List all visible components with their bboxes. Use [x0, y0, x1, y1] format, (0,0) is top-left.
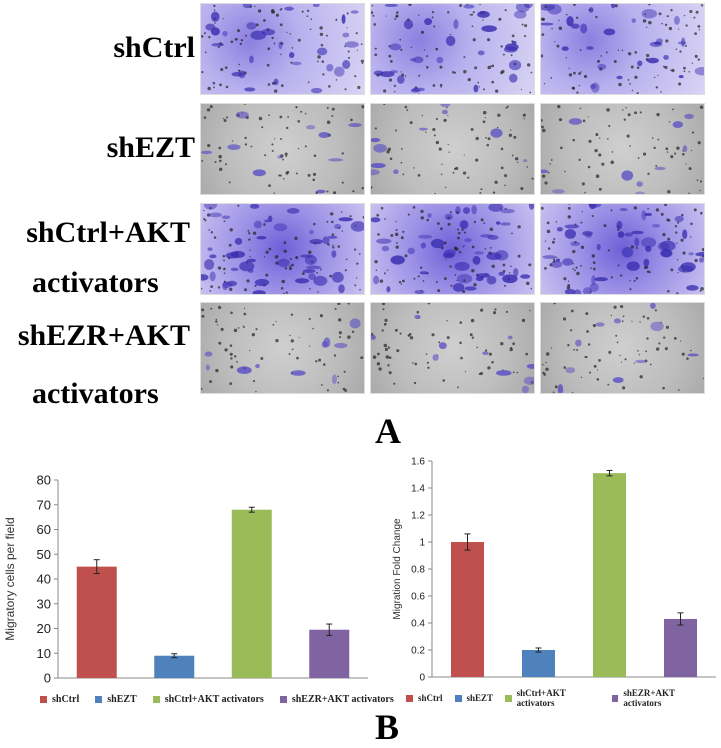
legend-label: shCtrl: [418, 693, 443, 703]
legend-item-1: shCtrl: [40, 694, 79, 705]
y-tick-label: 80: [37, 473, 51, 488]
legend-swatch: [152, 696, 160, 703]
legend-label: shEZT: [107, 694, 137, 705]
bar-3: [593, 473, 626, 677]
micrograph-r2-c2: [370, 103, 535, 195]
y-tick-label: 0.8: [411, 565, 425, 576]
y-tick-label: 10: [37, 646, 51, 661]
legend-label: shCtrl+AKT activators: [516, 688, 566, 708]
legend-label: shEZT: [466, 693, 494, 703]
micrograph-r1-c2: [370, 3, 535, 95]
y-tick-label: 60: [37, 522, 51, 537]
legend-swatch: [279, 696, 287, 703]
legend-right: shCtrl shEZT shCtrl+AKT activators shEZR+AK…: [406, 688, 721, 708]
legend-swatch: [611, 694, 619, 702]
micrograph-r3-c1: [200, 203, 365, 295]
bar-2: [154, 655, 195, 678]
legend-item-2: shEZT: [95, 694, 137, 705]
bar-3: [231, 509, 272, 678]
bar-2: [522, 650, 555, 677]
legend-swatch: [95, 696, 103, 703]
legend-item-4: shEZR+AKT activators: [611, 688, 709, 708]
chart-migration-fold-change-svg: 0 0.2 0.4 0.6 0.8 1 1.2 1.4 1.6 Migration Fold Ch…: [392, 457, 716, 684]
bar-4: [309, 629, 350, 678]
row-label-shctrl-akt: shCtrl+AKT activators: [26, 216, 190, 299]
legend-label: shEZR+AKT activators: [623, 688, 675, 708]
chart-migratory-cells: 0 10 20 30 40 50 60 70 80 Migratory cells per fie…: [0, 453, 378, 703]
y-tick-label: 1.2: [411, 511, 425, 522]
legend-left: shCtrl shEZT shCtrl+AKT activators shEZR+AK…: [40, 694, 410, 705]
row-label-shctrl: shCtrl: [113, 31, 195, 64]
y-tick-label: 1.4: [411, 484, 425, 495]
y-tick-label: 30: [37, 596, 51, 611]
legend-label: shCtrl: [52, 694, 80, 705]
y-tick-label: 0.4: [411, 619, 425, 630]
micrograph-r1-c1: [200, 3, 365, 95]
y-tick-label: 1: [419, 538, 425, 549]
y-tick-label: 70: [37, 497, 51, 512]
legend-swatch: [454, 694, 462, 702]
y-tick-label: 0: [44, 671, 51, 686]
micrograph-r4-c2: [370, 302, 535, 394]
micrograph-r3-c2: [370, 203, 535, 295]
panel-letter-a: A: [375, 411, 401, 451]
micrograph-r1-c3: [540, 3, 705, 95]
y-tick-label: 20: [37, 621, 51, 636]
y-tick-label: 50: [37, 547, 51, 562]
bar-4: [664, 618, 697, 677]
y-tick-label: 0: [419, 673, 425, 684]
legend-item-3: shCtrl+AKT activators: [505, 688, 600, 708]
legend-label: shCtrl+AKT activators: [164, 694, 264, 705]
legend-swatch: [406, 694, 413, 702]
micrograph-r4-c1: [200, 302, 365, 394]
y-axis-label: Migration Fold Change: [392, 518, 403, 620]
bar-1: [76, 566, 117, 678]
row-label-shezt: shEZT: [106, 131, 195, 164]
legend-item-1: shCtrl: [406, 693, 443, 703]
chart-migratory-cells-svg: 0 10 20 30 40 50 60 70 80 Migratory cells per fie…: [3, 473, 368, 686]
legend-item-2: shEZT: [454, 693, 494, 703]
legend-label: shEZR+AKT activators: [291, 694, 394, 705]
micrograph-r2-c1: [200, 103, 365, 195]
bar-1: [451, 542, 484, 677]
y-tick-label: 1.6: [411, 457, 425, 468]
legend-swatch: [40, 696, 47, 703]
micrograph-r4-c3: [540, 302, 705, 394]
y-tick-label: 0.6: [411, 592, 425, 603]
micrograph-r3-c3: [540, 203, 705, 295]
y-tick-label: 0.2: [411, 646, 425, 657]
panel-letter-b: B: [375, 707, 400, 747]
panel-a-micrographs: shCtrl shEZT shCtrl+AKT activators shEZR…: [17, 3, 705, 451]
legend-item-3: shCtrl+AKT activators: [152, 694, 264, 705]
micrograph-r2-c3: [540, 103, 705, 195]
legend-item-4: shEZR+AKT activators: [279, 694, 394, 705]
legend-swatch: [505, 694, 512, 702]
y-axis-label: Migratory cells per field: [3, 517, 17, 640]
row-label-shezr-akt: shEZR+AKT activators: [17, 319, 190, 410]
y-tick-label: 40: [37, 572, 51, 587]
chart-migration-fold-change: 0 0.2 0.4 0.6 0.8 1 1.2 1.4 1.6 Migration Fold Ch…: [386, 450, 721, 700]
